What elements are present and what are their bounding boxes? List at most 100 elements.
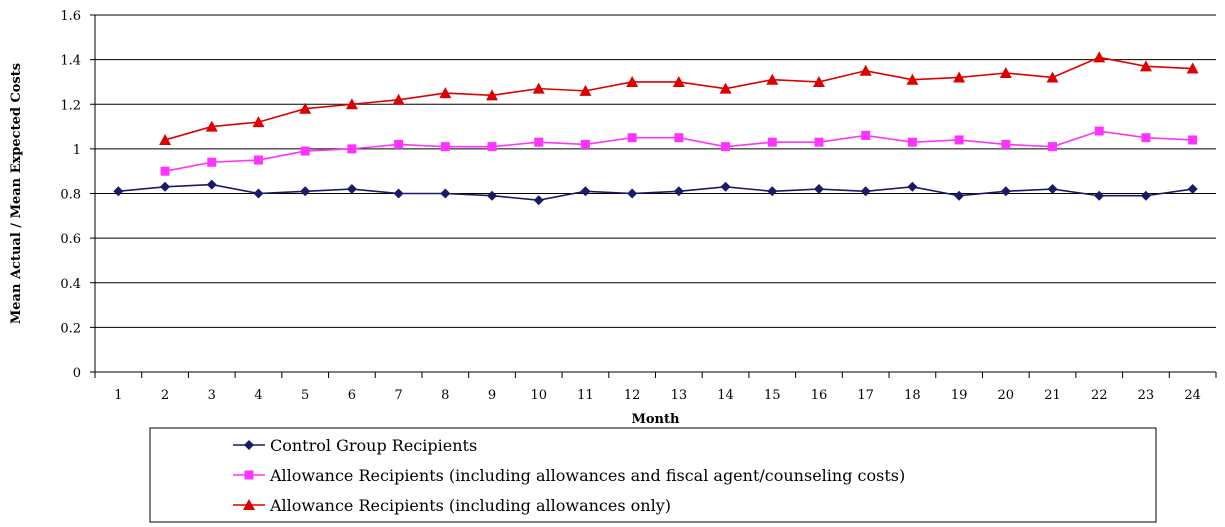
data-point — [1139, 60, 1152, 72]
x-tick-label: 10 — [530, 388, 547, 403]
y-tick-label: 1.4 — [60, 54, 81, 69]
data-point — [767, 186, 778, 197]
data-point — [393, 188, 404, 199]
data-point — [299, 102, 312, 114]
series-3 — [159, 51, 1199, 145]
data-point — [954, 135, 964, 145]
data-point — [113, 186, 124, 197]
data-point — [253, 155, 263, 165]
data-point — [907, 137, 917, 147]
y-tick-label: 1 — [73, 143, 81, 158]
data-point — [814, 137, 824, 147]
x-tick-label: 22 — [1091, 388, 1108, 403]
data-point — [1093, 51, 1106, 63]
data-point — [160, 166, 170, 176]
data-point — [953, 71, 966, 83]
data-point — [300, 146, 310, 156]
data-point — [394, 139, 404, 149]
data-point — [1141, 133, 1151, 143]
x-tick-label: 4 — [254, 388, 262, 403]
data-point — [627, 188, 638, 199]
series-1 — [113, 179, 1198, 206]
data-point — [253, 188, 264, 199]
data-point — [392, 93, 405, 105]
data-point — [674, 133, 684, 143]
data-point — [580, 139, 590, 149]
data-point — [859, 64, 872, 76]
data-point — [1047, 184, 1058, 195]
x-tick-label: 12 — [624, 388, 641, 403]
data-point — [813, 184, 824, 195]
legend-marker — [244, 440, 254, 450]
y-tick-label: 1.6 — [60, 9, 81, 24]
data-point — [860, 186, 871, 197]
legend-label: Allowance Recipients (including allowanc… — [269, 466, 905, 485]
legend-marker — [243, 499, 255, 510]
legend: Control Group Recipients Allowance Recipi… — [149, 427, 1157, 523]
data-point — [534, 137, 544, 147]
data-point — [1188, 135, 1198, 145]
data-point — [1001, 139, 1011, 149]
series-2 — [160, 126, 1198, 176]
data-point — [440, 188, 451, 199]
legend-item: Allowance Recipients (including allowanc… — [233, 466, 905, 485]
data-point — [300, 186, 311, 197]
x-tick-label: 16 — [811, 388, 828, 403]
x-tick-label: 24 — [1184, 388, 1201, 403]
y-axis-title: Mean Actual / Mean Expected Costs — [9, 63, 24, 324]
data-point — [954, 190, 965, 201]
data-point — [207, 157, 217, 167]
data-point — [440, 142, 450, 152]
data-point — [160, 181, 171, 192]
data-point — [159, 133, 172, 145]
x-tick-label: 20 — [998, 388, 1015, 403]
data-point — [580, 186, 591, 197]
y-tick-label: 0.4 — [60, 277, 81, 292]
y-tick-label: 1.2 — [60, 98, 81, 113]
data-point — [1187, 184, 1198, 195]
series-group — [113, 51, 1199, 206]
series-line — [118, 183, 1193, 202]
data-point — [720, 181, 731, 192]
series-line — [164, 56, 1193, 141]
y-tick-label: 0.6 — [60, 232, 81, 247]
data-point — [1094, 126, 1104, 136]
data-point — [1186, 62, 1199, 74]
legend-item: Control Group Recipients — [233, 436, 477, 455]
data-point — [627, 133, 637, 143]
data-point — [1048, 142, 1058, 152]
y-tick-label: 0.2 — [60, 321, 81, 336]
data-point — [205, 120, 218, 132]
data-point — [252, 116, 265, 128]
data-point — [1094, 190, 1105, 201]
data-point — [439, 87, 452, 99]
data-point — [907, 181, 918, 192]
data-point — [206, 179, 217, 190]
data-point — [579, 84, 592, 96]
x-tick-label: 8 — [441, 388, 449, 403]
x-tick-label: 3 — [208, 388, 216, 403]
data-point — [346, 184, 357, 195]
data-point — [487, 190, 498, 201]
x-tick-label: 7 — [394, 388, 402, 403]
x-tick-label: 2 — [161, 388, 169, 403]
data-point — [861, 130, 871, 140]
legend-label: Control Group Recipients — [270, 436, 477, 455]
x-tick-label: 18 — [904, 388, 921, 403]
y-tick-label: 0.8 — [60, 188, 81, 203]
data-point — [487, 142, 497, 152]
x-tick-labels: 1 2 3 4 5 6 7 8 9 10 11 12 13 14 15 16 17 18 19 20 21 22 23 24 — [94, 372, 1217, 403]
y-tick-label: 0 — [73, 366, 81, 381]
data-point — [1000, 186, 1011, 197]
x-tick-label: 23 — [1138, 388, 1155, 403]
data-point — [906, 73, 919, 85]
data-point — [767, 137, 777, 147]
x-tick-label: 9 — [488, 388, 496, 403]
x-tick-label: 17 — [857, 388, 874, 403]
x-tick-label: 15 — [764, 388, 781, 403]
x-axis-title: Month — [632, 412, 681, 427]
data-point — [766, 73, 779, 85]
data-point — [672, 75, 685, 87]
data-point — [626, 75, 639, 87]
